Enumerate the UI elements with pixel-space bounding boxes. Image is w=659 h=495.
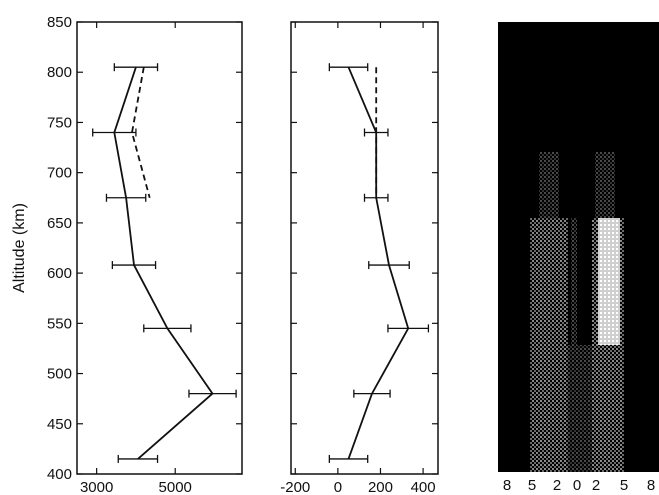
error-bar bbox=[117, 454, 159, 463]
x-tick-label: 5000 bbox=[159, 479, 192, 495]
error-bar bbox=[353, 389, 391, 398]
y-tick-label: 450 bbox=[47, 416, 72, 433]
error-bar bbox=[113, 63, 159, 72]
series-line-solid bbox=[347, 66, 410, 460]
error-bar bbox=[328, 63, 369, 72]
y-tick-label: 550 bbox=[47, 315, 72, 332]
y-tick-label: 700 bbox=[47, 165, 72, 182]
panel-1-y-ticks: 400 450 500 550 600 650 700 750 800 850 bbox=[47, 14, 242, 483]
error-bar bbox=[368, 261, 410, 270]
panel-1: Altitude (km) 400 450 500 550 600 650 700 750 80… bbox=[11, 14, 243, 495]
y-tick-label: 400 bbox=[47, 466, 72, 483]
error-bar bbox=[387, 324, 430, 333]
image-block-bright bbox=[598, 218, 620, 345]
y-tick-label: 750 bbox=[47, 114, 72, 131]
error-bar bbox=[143, 324, 192, 333]
y-tick-label: 800 bbox=[47, 64, 72, 81]
image-x-tick-label: 0 bbox=[573, 477, 581, 494]
error-bar bbox=[188, 389, 237, 398]
panel-2-series bbox=[328, 63, 430, 463]
image-block-left bbox=[530, 218, 568, 472]
image-block-center-strip bbox=[571, 218, 577, 345]
panel-1-series bbox=[92, 63, 237, 463]
series-line-dashed bbox=[131, 67, 151, 199]
error-bar bbox=[111, 261, 157, 270]
image-x-tick-label: 8 bbox=[647, 477, 655, 494]
panel-2-frame bbox=[290, 21, 439, 475]
x-tick-label: 200 bbox=[368, 479, 393, 495]
panel-2-x-ticks: -200 0 200 400 bbox=[280, 22, 436, 495]
panel-2-y-ticks bbox=[291, 21, 438, 475]
image-block-right-upper bbox=[595, 152, 615, 218]
image-x-tick-label: 5 bbox=[620, 477, 628, 494]
image-x-tick-label: 8 bbox=[503, 477, 511, 494]
image-x-tick-label: 2 bbox=[592, 477, 600, 494]
x-tick-label: 0 bbox=[334, 479, 342, 495]
y-tick-label: 850 bbox=[47, 14, 72, 31]
series-line-solid bbox=[113, 66, 214, 460]
error-bar bbox=[92, 128, 137, 137]
image-x-tick-label: 2 bbox=[553, 477, 561, 494]
panel-2: -200 0 200 400 bbox=[280, 21, 439, 495]
image-x-tick-label: 5 bbox=[528, 477, 536, 494]
error-bar bbox=[105, 193, 147, 202]
image-block-center bbox=[568, 345, 592, 472]
image-block-left-upper bbox=[539, 152, 559, 218]
y-tick-label: 650 bbox=[47, 215, 72, 232]
error-bar bbox=[328, 454, 369, 463]
y-axis-title: Altitude (km) bbox=[11, 203, 28, 293]
y-tick-label: 600 bbox=[47, 265, 72, 282]
x-tick-label: 400 bbox=[411, 479, 436, 495]
x-tick-label: -200 bbox=[280, 479, 310, 495]
panel-1-x-ticks: 3000 5000 bbox=[80, 22, 192, 495]
x-tick-label: 3000 bbox=[80, 479, 113, 495]
panel-1-frame bbox=[76, 21, 243, 475]
y-tick-label: 500 bbox=[47, 366, 72, 383]
